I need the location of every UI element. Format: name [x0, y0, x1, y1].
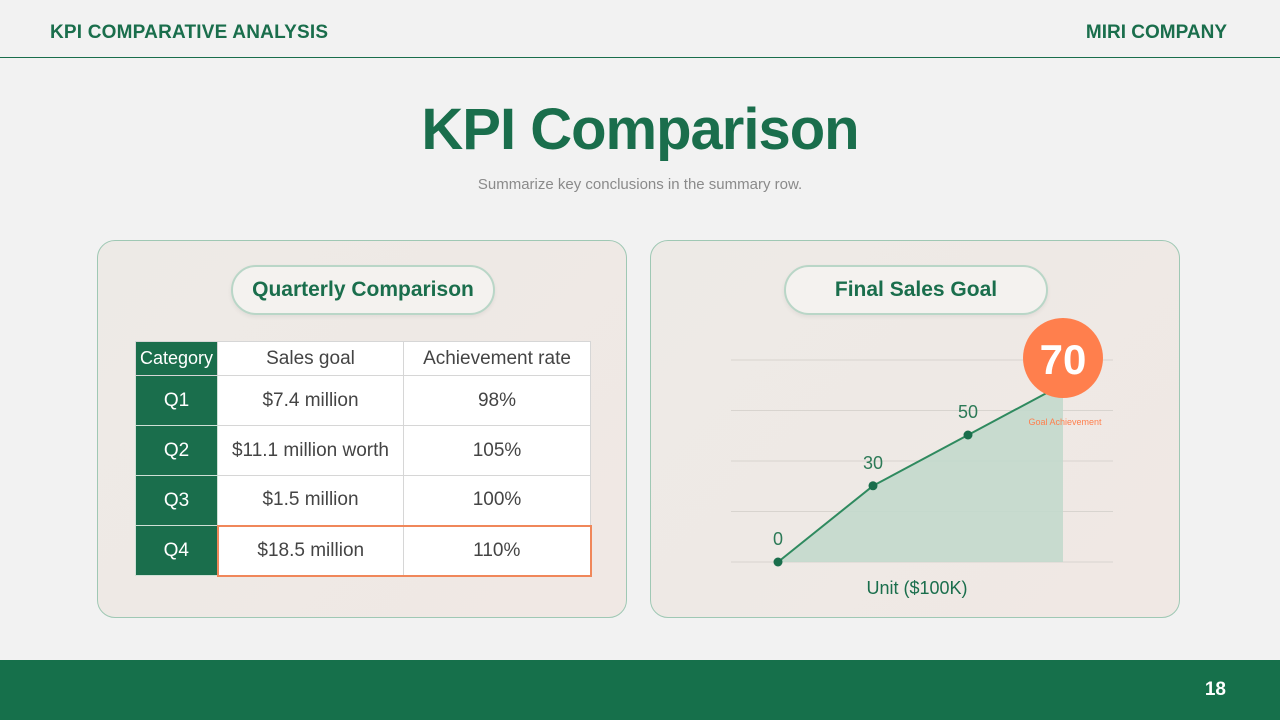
x-axis-label: Unit ($100K) [866, 578, 967, 598]
achievement-rate-cell: 98% [403, 375, 591, 426]
data-point [963, 430, 973, 440]
quarterly-comparison-heading: Quarterly Comparison [231, 265, 495, 315]
footer-bar: 18 [0, 660, 1280, 720]
quarterly-comparison-card: Quarterly Comparison Category Sales goal… [97, 240, 627, 618]
sales-goal-cell: $11.1 million worth [217, 425, 404, 476]
column-header-achievement-rate: Achievement rate [403, 341, 591, 376]
sales-goal-chart: 0 30 50 70 Goal Achievement Unit ($100K) [731, 318, 1113, 598]
achievement-rate-cell: 110% [403, 524, 592, 577]
area-fill [778, 384, 1063, 562]
quarter-cell: Q3 [135, 475, 218, 526]
data-point [868, 481, 878, 491]
goal-value: 70 [1040, 336, 1087, 383]
final-sales-goal-heading: Final Sales Goal [784, 265, 1048, 315]
quarter-cell: Q2 [135, 425, 218, 476]
data-label: 30 [863, 453, 883, 473]
quarter-cell: Q4 [135, 525, 218, 576]
table-row: Q3 $1.5 million 100% [135, 475, 591, 526]
page-subtitle: Summarize key conclusions in the summary… [477, 176, 803, 193]
table-row: Q1 $7.4 million 98% [135, 375, 591, 426]
goal-label: Goal Achievement [1028, 417, 1102, 427]
page-title: KPI Comparison [421, 97, 859, 162]
header-bar: KPI COMPARATIVE ANALYSIS MIRI COMPANY [0, 0, 1280, 58]
table-row: Q2 $11.1 million worth 105% [135, 425, 591, 476]
company-name: MIRI COMPANY [1085, 22, 1227, 43]
achievement-rate-cell: 100% [403, 475, 591, 526]
final-sales-goal-card: Final Sales Goal 0 30 50 70 Goal Achievement… [650, 240, 1180, 618]
sales-goal-cell: $18.5 million [216, 524, 404, 577]
kpi-table: Category Sales goal Achievement rate Q1 … [135, 341, 592, 577]
sales-goal-cell: $1.5 million [217, 475, 404, 526]
data-label: 0 [773, 529, 783, 549]
series-line [777, 383, 1064, 563]
goal-badge [1023, 318, 1103, 398]
table-row-highlighted: Q4 $18.5 million 110% [135, 524, 592, 577]
quarter-cell: Q1 [135, 375, 218, 426]
sales-goal-cell: $7.4 million [217, 375, 404, 426]
data-point [773, 557, 783, 567]
table-header-row: Category Sales goal Achievement rate [135, 341, 591, 376]
column-header-sales-goal: Sales goal [217, 341, 404, 376]
page-number: 18 [1204, 679, 1226, 700]
data-label: 50 [958, 402, 978, 422]
section-title: KPI COMPARATIVE ANALYSIS [50, 22, 329, 43]
column-header-category: Category [135, 341, 218, 376]
achievement-rate-cell: 105% [403, 425, 591, 476]
